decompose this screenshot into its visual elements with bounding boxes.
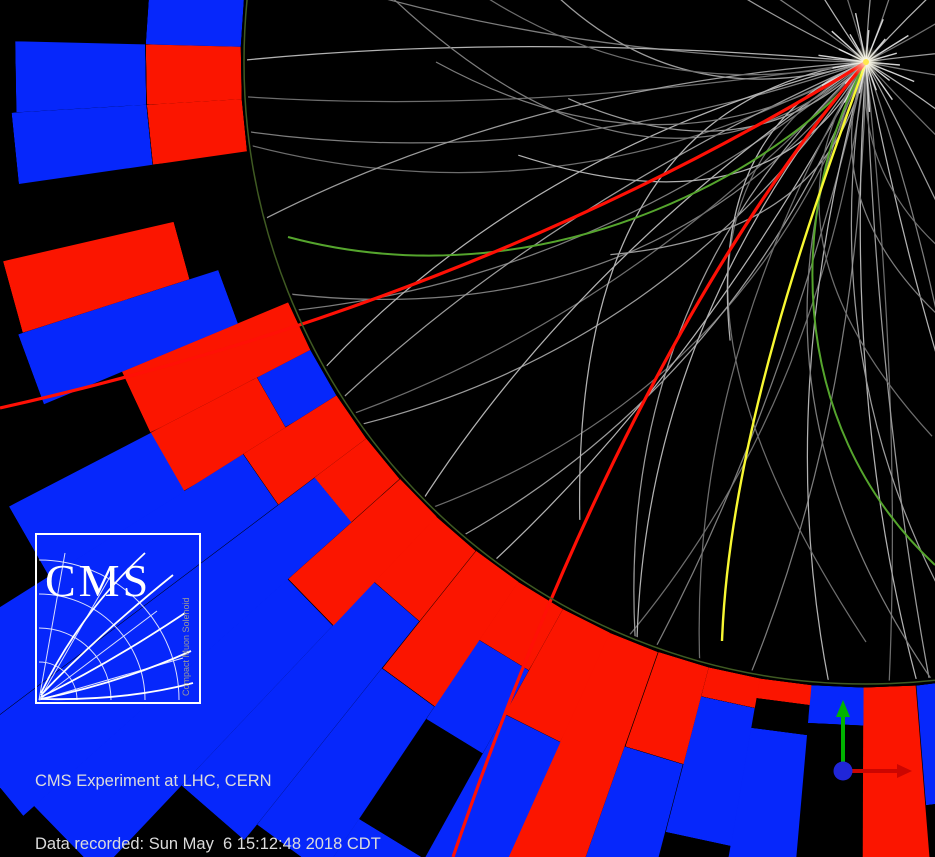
charged-track xyxy=(435,61,867,126)
charged-track xyxy=(743,61,867,681)
charged-track xyxy=(247,61,867,144)
charged-track xyxy=(376,0,867,80)
charged-track xyxy=(247,61,867,103)
charged-track xyxy=(850,61,935,329)
charged-track xyxy=(726,61,867,341)
charged-track xyxy=(341,61,867,430)
charged-track xyxy=(311,61,867,383)
charged-track xyxy=(580,0,867,63)
charged-track xyxy=(247,0,867,63)
charged-track xyxy=(628,0,867,63)
caption-experiment: CMS Experiment at LHC, CERN xyxy=(35,772,272,790)
charged-track xyxy=(864,61,935,256)
charged-track xyxy=(412,61,867,515)
caption-data-recorded: Data recorded: Sun May 6 15:12:48 2018 C… xyxy=(35,835,381,853)
green-track-left xyxy=(287,61,867,257)
tracker-rim xyxy=(243,0,935,685)
cms-logo: CMS Compact Muon Solenoid xyxy=(35,533,201,704)
charged-track xyxy=(865,46,935,63)
charged-track xyxy=(865,61,894,681)
charged-track xyxy=(865,0,935,63)
axis-origin-dot xyxy=(833,761,853,781)
charged-track xyxy=(783,0,867,63)
charged-track xyxy=(698,61,867,681)
charged-track xyxy=(579,61,867,520)
event-captions: CMS Experiment at LHC, CERN Data recorde… xyxy=(35,729,381,857)
logo-tracks xyxy=(40,552,194,701)
charged-track xyxy=(865,61,935,270)
charged-track xyxy=(865,61,935,675)
charged-track xyxy=(865,61,935,681)
collision-vertex xyxy=(863,59,869,65)
green-track-right xyxy=(811,61,935,566)
charged-track xyxy=(865,61,935,91)
charged-track xyxy=(865,61,934,681)
muon-track-left xyxy=(0,60,867,410)
charged-track xyxy=(859,61,923,681)
charged-track xyxy=(247,61,867,229)
logo-border xyxy=(35,533,201,704)
charged-track xyxy=(865,0,935,63)
charged-track xyxy=(335,61,867,421)
charged-track xyxy=(865,0,900,63)
charged-track xyxy=(739,0,867,63)
charged-track xyxy=(610,61,867,256)
charged-track xyxy=(806,61,935,681)
muon-track-bottom xyxy=(451,60,868,857)
charged-track xyxy=(394,0,867,76)
x-axis-arrow-head xyxy=(897,764,912,778)
logo-subtitle: Compact Muon Solenoid xyxy=(181,597,191,696)
charged-track xyxy=(850,61,935,681)
charged-track xyxy=(818,61,933,437)
charged-track xyxy=(806,61,867,681)
y-axis-arrow-head xyxy=(836,700,850,717)
logo-title: CMS xyxy=(45,555,151,606)
charged-track xyxy=(865,61,935,656)
charged-track xyxy=(615,61,867,652)
yellow-track xyxy=(720,61,868,642)
charged-track xyxy=(865,61,935,227)
charged-track xyxy=(518,61,867,183)
charged-track xyxy=(646,61,867,664)
clipped-tracks xyxy=(247,0,935,681)
charged-track xyxy=(567,61,867,132)
charged-track xyxy=(247,46,867,63)
charged-track xyxy=(328,61,867,412)
